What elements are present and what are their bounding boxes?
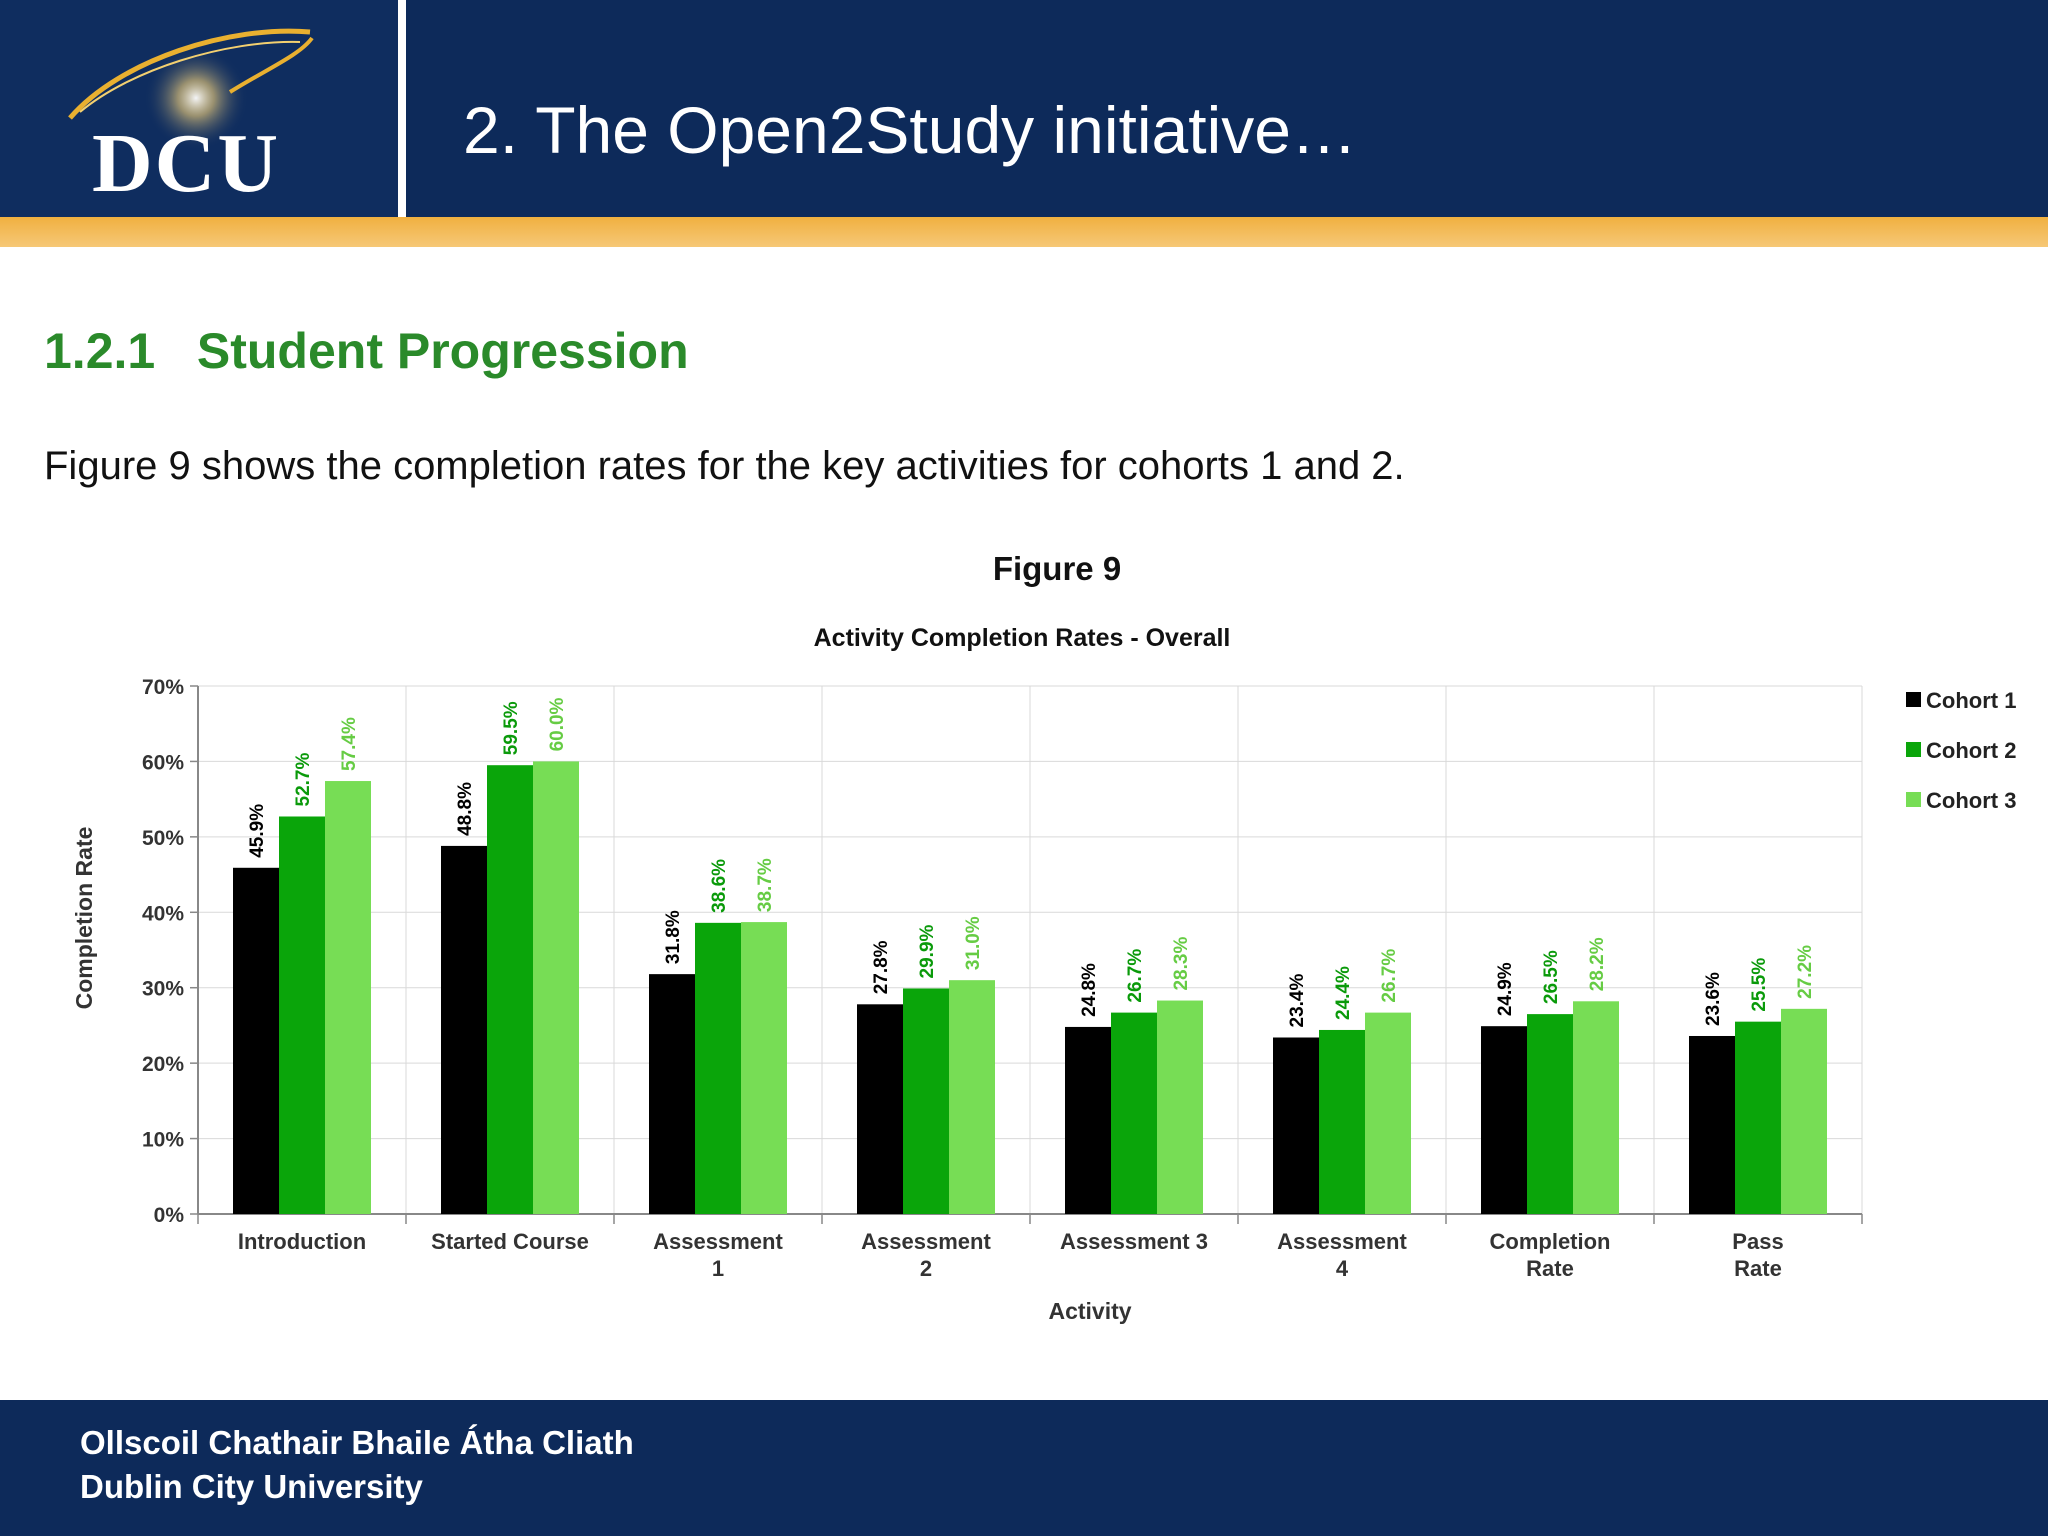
x-category-label: Completion <box>1490 1229 1611 1254</box>
y-tick-label: 0% <box>154 1204 185 1227</box>
slide-title: 2. The Open2Study initiative… <box>463 93 1357 167</box>
legend-label: Cohort 2 <box>1926 738 2016 763</box>
x-category-label: Rate <box>1526 1256 1574 1281</box>
x-category-label: 4 <box>1336 1256 1349 1281</box>
chart-subtitle: Activity Completion Rates - Overall <box>814 624 1231 652</box>
data-label: 25.5% <box>1749 958 1770 1012</box>
y-axis-title: Completion Rate <box>71 827 97 1010</box>
bar-cohort-3 <box>949 980 995 1214</box>
dcu-logo: DCU <box>92 117 280 210</box>
data-label: 26.5% <box>1541 950 1562 1004</box>
legend-label: Cohort 3 <box>1926 788 2016 813</box>
data-label: 57.4% <box>339 717 360 771</box>
bar-cohort-1 <box>1689 1035 1735 1214</box>
bar-cohort-2 <box>1111 1012 1157 1214</box>
data-label: 52.7% <box>293 753 314 807</box>
data-label: 28.3% <box>1171 937 1192 991</box>
y-tick-label: 20% <box>142 1053 184 1076</box>
bar-cohort-2 <box>1319 1029 1365 1214</box>
data-label: 24.9% <box>1495 962 1516 1016</box>
header-separator <box>398 0 406 217</box>
data-label: 38.6% <box>709 859 730 913</box>
data-label: 48.8% <box>455 782 476 836</box>
x-category-label: Introduction <box>238 1229 366 1254</box>
data-label: 29.9% <box>917 924 938 978</box>
bar-cohort-2 <box>695 922 741 1214</box>
bar-cohort-3 <box>1365 1012 1411 1214</box>
footer-irish-name: Ollscoil Chathair Bhaile Átha Cliath <box>80 1424 634 1461</box>
x-category-label: 2 <box>920 1256 932 1281</box>
bar-cohort-1 <box>1273 1037 1319 1214</box>
bar-cohort-3 <box>533 761 579 1214</box>
data-label: 24.8% <box>1079 963 1100 1017</box>
x-category-label: Started Course <box>431 1229 589 1254</box>
data-label: 23.6% <box>1703 972 1724 1026</box>
data-label: 26.7% <box>1379 949 1400 1003</box>
dcu-logo-swoosh-icon <box>68 28 314 150</box>
legend-swatch <box>1906 742 1921 757</box>
y-tick-label: 30% <box>142 978 184 1001</box>
data-label: 60.0% <box>547 697 568 751</box>
bar-cohort-1 <box>233 867 279 1214</box>
data-label: 45.9% <box>247 804 268 858</box>
bar-cohort-3 <box>1573 1001 1619 1214</box>
data-label: 23.4% <box>1287 974 1308 1028</box>
bar-cohort-3 <box>1781 1008 1827 1214</box>
bar-cohort-3 <box>741 922 787 1214</box>
bar-cohort-2 <box>487 765 533 1214</box>
section-heading: 1.2.1 Student Progression <box>44 323 689 379</box>
chart-title: Figure 9 <box>993 550 1121 587</box>
bar-cohort-2 <box>1527 1014 1573 1214</box>
slide-footer: Ollscoil Chathair Bhaile Átha Cliath Dub… <box>0 1400 2048 1536</box>
x-category-label: Assessment <box>653 1229 783 1254</box>
bar-cohort-1 <box>857 1004 903 1214</box>
data-label: 26.7% <box>1125 949 1146 1003</box>
x-axis-title: Activity <box>1048 1298 1131 1324</box>
x-category-label: Assessment <box>861 1229 991 1254</box>
x-category-label: 1 <box>712 1256 724 1281</box>
legend-swatch <box>1906 692 1921 707</box>
y-tick-label: 40% <box>142 902 184 925</box>
bar-cohort-1 <box>649 974 695 1214</box>
data-label: 28.2% <box>1587 937 1608 991</box>
x-category-label: Pass <box>1732 1229 1783 1254</box>
footer-english-name: Dublin City University <box>80 1468 423 1505</box>
data-label: 59.5% <box>501 701 522 755</box>
data-label: 27.8% <box>871 940 892 994</box>
bar-cohort-2 <box>1735 1021 1781 1214</box>
x-category-label: Rate <box>1734 1256 1782 1281</box>
accent-bar <box>0 217 2048 247</box>
bar-cohort-1 <box>441 845 487 1214</box>
y-tick-label: 10% <box>142 1129 184 1152</box>
data-label: 27.2% <box>1795 945 1816 999</box>
bar-cohort-1 <box>1065 1026 1111 1214</box>
legend-label: Cohort 1 <box>1926 688 2016 713</box>
bar-cohort-1 <box>1481 1026 1527 1214</box>
x-category-label: Assessment 3 <box>1060 1229 1208 1254</box>
y-tick-label: 50% <box>142 827 184 850</box>
bar-cohort-2 <box>279 816 325 1214</box>
data-label: 24.4% <box>1333 966 1354 1020</box>
intro-text: Figure 9 shows the completion rates for … <box>44 444 1405 488</box>
legend-swatch <box>1906 792 1921 807</box>
data-label: 31.8% <box>663 910 684 964</box>
x-category-label: Assessment <box>1277 1229 1407 1254</box>
logo-panel: DCU <box>0 0 398 217</box>
y-tick-label: 70% <box>142 676 184 699</box>
bar-cohort-3 <box>1157 1000 1203 1214</box>
y-tick-label: 60% <box>142 751 184 774</box>
data-label: 31.0% <box>963 916 984 970</box>
bar-cohort-3 <box>325 781 371 1214</box>
data-label: 38.7% <box>755 858 776 912</box>
bar-cohort-2 <box>903 988 949 1214</box>
completion-rate-chart: Figure 9 Activity Completion Rates - Over… <box>71 550 2016 1324</box>
